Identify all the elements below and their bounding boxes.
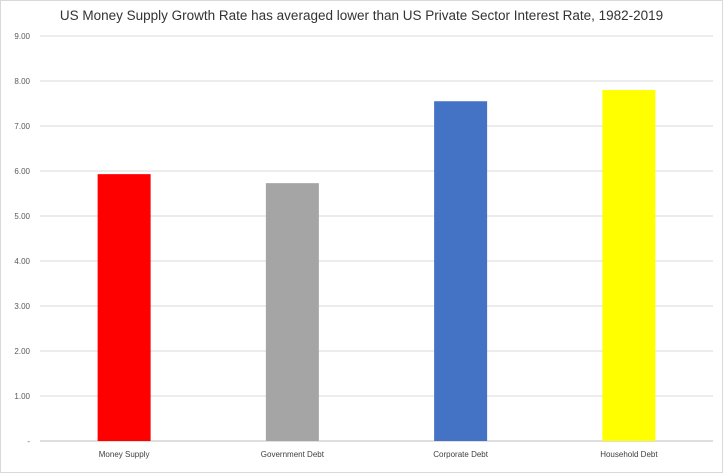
- y-tick-label: 4.00: [14, 257, 30, 266]
- y-tick-label: 8.00: [14, 77, 30, 86]
- bar-government-debt: [265, 183, 319, 441]
- x-category-label: Corporate Debt: [433, 450, 488, 459]
- y-tick-label: -: [27, 437, 30, 446]
- y-tick-label: 5.00: [14, 212, 30, 221]
- y-tick-label: 3.00: [14, 302, 30, 311]
- y-tick-label: 6.00: [14, 167, 30, 176]
- x-category-label: Household Debt: [600, 450, 658, 459]
- bars: [97, 90, 656, 441]
- y-tick-label: 1.00: [14, 392, 30, 401]
- y-tick-label: 7.00: [14, 122, 30, 131]
- x-category-label: Government Debt: [261, 450, 325, 459]
- y-tick-label: 2.00: [14, 347, 30, 356]
- bar-household-debt: [602, 90, 656, 441]
- y-axis-tick-labels: - 1.00 2.00 3.00 4.00 5.00 6.00 7.00 8.00 9.00: [14, 32, 30, 446]
- chart-title: US Money Supply Growth Rate has averaged…: [59, 8, 664, 23]
- bar-money-supply: [97, 174, 151, 441]
- bar-corporate-debt: [434, 101, 488, 441]
- x-axis-category-labels: Money Supply Government Debt Corporate Deb…: [99, 450, 659, 459]
- gridlines: [40, 35, 713, 442]
- x-category-label: Money Supply: [99, 450, 150, 459]
- y-tick-label: 9.00: [14, 32, 30, 41]
